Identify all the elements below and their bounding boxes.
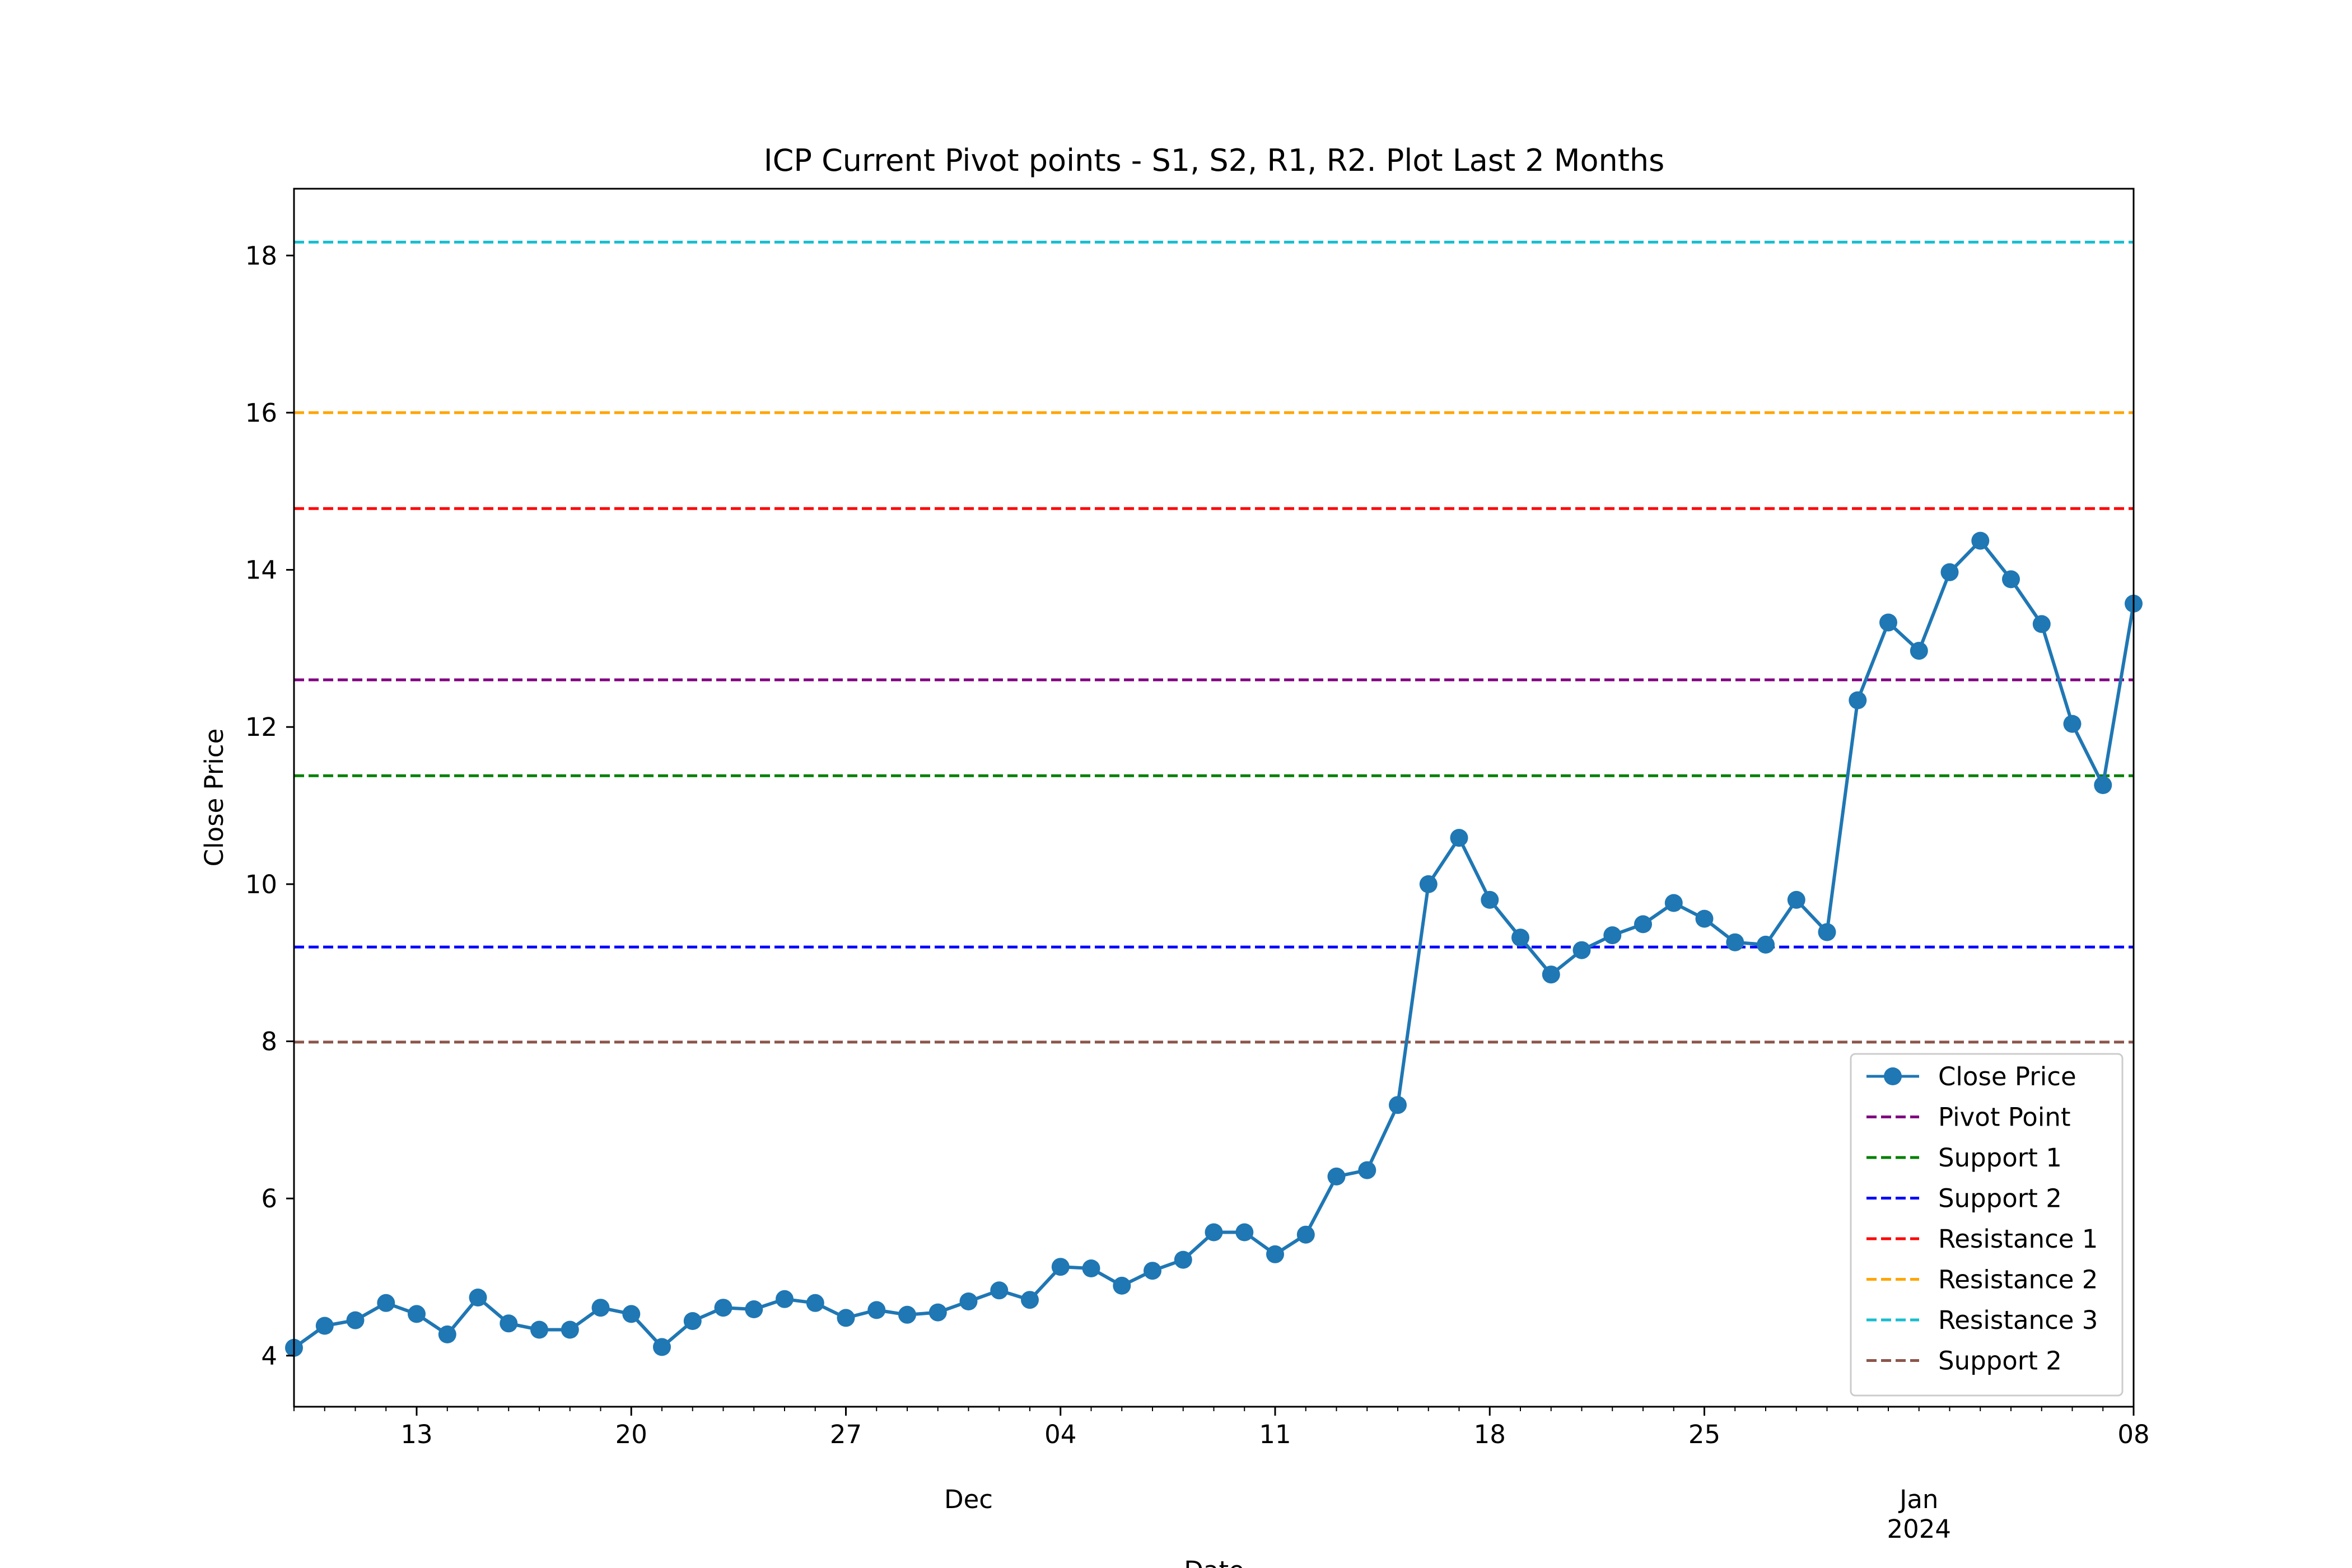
close-price-point-8 bbox=[530, 1320, 548, 1339]
close-price-point-30 bbox=[1205, 1223, 1223, 1242]
close-price-point-47 bbox=[1726, 933, 1744, 951]
close-price-point-41 bbox=[1542, 965, 1560, 984]
y-tick-label-6: 16 bbox=[245, 398, 277, 428]
close-price-point-2 bbox=[346, 1311, 365, 1329]
close-price-point-22 bbox=[959, 1292, 978, 1310]
y-axis: 4 6 8 10 12 14 16 18 bbox=[245, 241, 294, 1371]
close-price-point-53 bbox=[1910, 642, 1928, 660]
close-price-point-35 bbox=[1358, 1161, 1376, 1179]
close-price-point-40 bbox=[1511, 928, 1529, 947]
close-price-point-6 bbox=[469, 1289, 487, 1306]
close-price-point-15 bbox=[745, 1300, 763, 1318]
close-price-point-37 bbox=[1419, 875, 1438, 893]
close-price-point-44 bbox=[1634, 915, 1652, 934]
x-month-label-1: Jan bbox=[1898, 1485, 1938, 1514]
close-price-point-23 bbox=[990, 1281, 1009, 1300]
close-price-point-21 bbox=[928, 1303, 947, 1322]
x-tick-label-0: 13 bbox=[400, 1420, 432, 1449]
close-price-point-31 bbox=[1235, 1223, 1254, 1242]
x-year-label-1: 2024 bbox=[1887, 1514, 1951, 1544]
close-price-point-58 bbox=[2063, 715, 2082, 733]
close-price-point-7 bbox=[500, 1314, 518, 1333]
close-price-point-17 bbox=[806, 1294, 824, 1312]
close-price-point-10 bbox=[591, 1299, 610, 1317]
close-price-point-25 bbox=[1051, 1258, 1070, 1276]
legend-marker-0 bbox=[1884, 1067, 1902, 1085]
y-tick-label-1: 6 bbox=[261, 1184, 277, 1214]
close-price-point-28 bbox=[1144, 1262, 1161, 1280]
legend-box bbox=[1850, 1053, 2124, 1397]
pivot-lines bbox=[294, 240, 2134, 1044]
y-tick-label-7: 18 bbox=[245, 241, 277, 270]
x-month-label-0: Dec bbox=[944, 1485, 993, 1514]
x-axis-label: Date bbox=[1184, 1556, 1244, 1568]
legend-label-5: Resistance 2 bbox=[1938, 1265, 2098, 1295]
close-price-point-24 bbox=[1021, 1291, 1039, 1309]
chart-title: ICP Current Pivot points - S1, S2, R1, R… bbox=[764, 143, 1665, 178]
close-price-point-39 bbox=[1481, 890, 1499, 909]
close-price-point-11 bbox=[622, 1305, 641, 1323]
x-tick-label-7: 08 bbox=[2117, 1420, 2149, 1449]
close-price-point-33 bbox=[1296, 1225, 1315, 1244]
x-tick-label-6: 25 bbox=[1688, 1420, 1720, 1449]
close-price-point-29 bbox=[1174, 1250, 1192, 1269]
x-tick-label-5: 18 bbox=[1474, 1420, 1506, 1449]
close-price-point-16 bbox=[776, 1290, 794, 1308]
close-price-point-49 bbox=[1787, 890, 1805, 909]
close-price-point-9 bbox=[561, 1320, 579, 1339]
legend-label-1: Pivot Point bbox=[1938, 1103, 2071, 1132]
y-tick-label-3: 10 bbox=[245, 870, 277, 899]
close-price-point-4 bbox=[408, 1305, 426, 1323]
close-price-point-27 bbox=[1113, 1276, 1131, 1295]
close-price-point-51 bbox=[1849, 691, 1867, 710]
legend-label-0: Close Price bbox=[1938, 1062, 2076, 1091]
close-price-point-14 bbox=[714, 1299, 732, 1317]
close-price-point-3 bbox=[377, 1294, 395, 1312]
legend-label-6: Resistance 3 bbox=[1938, 1305, 2098, 1335]
close-price-point-36 bbox=[1389, 1096, 1407, 1114]
close-price-point-5 bbox=[438, 1325, 456, 1343]
close-price-point-43 bbox=[1603, 926, 1622, 945]
close-price-point-46 bbox=[1695, 909, 1714, 928]
legend-label-2: Support 1 bbox=[1938, 1143, 2062, 1173]
close-price-point-18 bbox=[837, 1309, 855, 1327]
close-price-point-13 bbox=[683, 1312, 702, 1330]
close-price-point-19 bbox=[867, 1301, 886, 1319]
x-tick-label-4: 11 bbox=[1259, 1420, 1291, 1449]
close-price-point-34 bbox=[1327, 1167, 1346, 1186]
close-price-point-55 bbox=[1971, 531, 1990, 550]
close-price-point-38 bbox=[1450, 829, 1468, 847]
close-price-point-45 bbox=[1664, 894, 1683, 912]
legend: Close Price Pivot Point Support 1 Support 2… bbox=[1850, 1053, 2124, 1397]
close-price-point-57 bbox=[2032, 615, 2051, 633]
close-price-point-32 bbox=[1266, 1245, 1284, 1263]
close-price-point-20 bbox=[898, 1305, 916, 1324]
close-price-point-52 bbox=[1879, 613, 1897, 632]
close-price-point-56 bbox=[2002, 570, 2020, 589]
legend-label-7: Support 2 bbox=[1938, 1346, 2062, 1376]
close-price-point-54 bbox=[1940, 563, 1959, 581]
close-price-point-50 bbox=[1818, 923, 1836, 941]
close-price-point-48 bbox=[1757, 935, 1775, 954]
y-tick-label-2: 8 bbox=[261, 1027, 277, 1057]
x-tick-label-1: 20 bbox=[615, 1420, 647, 1449]
close-price-point-59 bbox=[2094, 776, 2112, 794]
x-tick-label-2: 27 bbox=[830, 1420, 862, 1449]
y-axis-label: Close Price bbox=[199, 729, 229, 867]
legend-label-3: Support 2 bbox=[1938, 1184, 2062, 1214]
y-tick-label-5: 14 bbox=[245, 556, 277, 585]
close-price-point-1 bbox=[315, 1317, 334, 1335]
x-tick-label-3: 04 bbox=[1044, 1420, 1076, 1449]
close-price-point-26 bbox=[1082, 1259, 1100, 1277]
y-tick-label-4: 12 bbox=[245, 712, 277, 742]
legend-label-4: Resistance 1 bbox=[1938, 1224, 2098, 1254]
close-price-point-42 bbox=[1572, 941, 1591, 959]
y-tick-label-0: 4 bbox=[261, 1341, 277, 1371]
close-price-point-12 bbox=[653, 1338, 671, 1356]
